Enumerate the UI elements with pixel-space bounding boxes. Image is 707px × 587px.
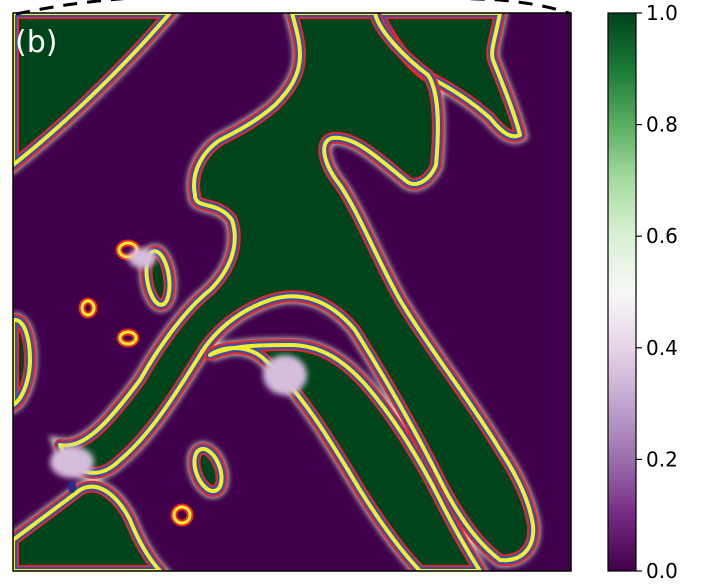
contour [192,446,224,494]
colorbar: 0.0 0.2 0.4 0.6 0.8 1.0 [607,1,678,583]
heatmap-plot [13,13,571,571]
colorbar-tick-label: 0.0 [646,559,678,583]
contour-lines [13,13,540,571]
contour [144,249,172,307]
transition-highlights [50,248,307,478]
highlight-left-blob [50,446,94,478]
plot-frame [12,12,572,572]
contour-ring [118,330,138,346]
contour [13,318,32,407]
dashed-boundary-line [15,0,572,16]
blue-dot [68,481,76,493]
highlight-center-blob [263,355,307,395]
region-bottom-left [13,486,160,571]
contour [13,13,172,167]
contour-ring [80,299,96,317]
contour [58,13,536,563]
colorbar-tick-label: 1.0 [646,1,678,25]
colorbar-tick-label: 0.8 [646,113,678,137]
colorbar-ticks: 0.0 0.2 0.4 0.6 0.8 1.0 [636,1,678,583]
colorbar-tick-label: 0.4 [646,336,678,360]
highlight-upper-blob [128,248,156,268]
contour [13,484,162,571]
contour-ring [172,505,192,525]
colorbar-tick-label: 0.6 [646,224,678,248]
colorbar-tick-label: 0.2 [646,447,678,471]
panel-label: (b) [15,25,57,60]
colorbar-bar [607,12,637,572]
